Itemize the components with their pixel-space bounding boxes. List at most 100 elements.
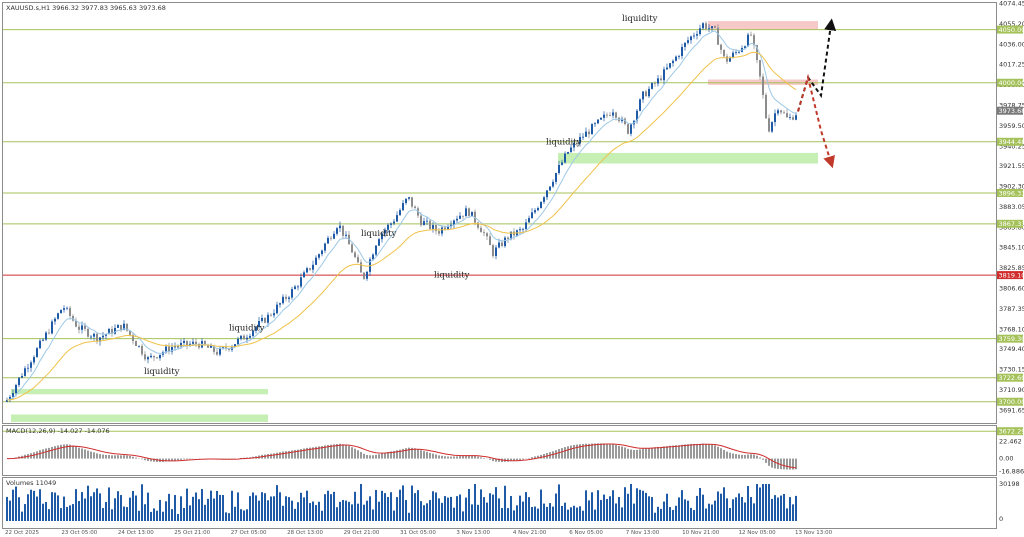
macd-bar (102, 454, 104, 459)
macd-bar (630, 449, 632, 459)
macd-bar (279, 452, 281, 459)
candle-body (27, 367, 29, 369)
macd-bar (582, 443, 584, 459)
candle-body (444, 227, 446, 230)
candle-body (210, 345, 212, 348)
volume-bar (333, 491, 335, 521)
x-date-label: 4 Nov 21:00 (513, 530, 547, 536)
x-date-label: 6 Nov 05:00 (569, 530, 603, 536)
candlesticks[interactable] (6, 21, 797, 403)
volume-bar (378, 501, 380, 521)
candle-body (264, 317, 266, 323)
volume-bar (564, 502, 566, 521)
volume-bar (282, 505, 284, 521)
candle-body (663, 69, 665, 81)
candle-body (174, 346, 176, 348)
candle-body (522, 228, 524, 230)
volume-bar (531, 507, 533, 521)
candle-body (324, 243, 326, 251)
volume-bar (144, 504, 146, 521)
macd-bar (99, 454, 101, 459)
macd-bar (441, 455, 443, 459)
macd-bar (696, 443, 698, 459)
candle-body (504, 237, 506, 247)
candle-body (750, 34, 752, 36)
candle-body (441, 227, 443, 234)
macd-bar (663, 446, 665, 459)
volume-bar (750, 497, 752, 521)
macd-bar (297, 449, 299, 459)
candle-body (753, 35, 755, 46)
macd-bar (177, 458, 179, 461)
volume-bar (762, 484, 764, 521)
volume-bar (753, 503, 755, 521)
macd-bar (363, 453, 365, 459)
volume-bar (483, 497, 485, 521)
x-date-label: 29 Oct 21:00 (344, 530, 380, 536)
macd-bar (531, 457, 533, 459)
macd-bar (585, 443, 587, 459)
candle-body (6, 400, 8, 402)
candle-body (177, 346, 179, 348)
macd-bar (780, 458, 782, 470)
volume-bar (291, 500, 293, 521)
macd-bar (435, 454, 437, 459)
candle-body (702, 23, 704, 29)
macd-bar (42, 449, 44, 459)
candle-body (435, 225, 437, 232)
volume-bar (498, 498, 500, 521)
candle-body (489, 236, 491, 246)
volume-bar (432, 491, 434, 521)
candle-body (75, 320, 77, 327)
candle-body (447, 226, 449, 230)
macd-bar (174, 458, 176, 461)
candle-body (519, 229, 521, 231)
macd-bar (693, 443, 695, 459)
macd-bar (654, 447, 656, 459)
level-badge (997, 25, 1023, 34)
level-badges: 4050.00 4000.00 3944.48 3896.33 3867.33 3819.… (997, 25, 1024, 435)
candle-body (582, 136, 584, 138)
candle-body (402, 202, 404, 211)
macd-bar (729, 452, 731, 459)
candle-body (165, 346, 167, 353)
candle-body (63, 308, 65, 310)
volume-bar (759, 487, 761, 521)
volume-tick-label: 30198 (999, 480, 1020, 488)
volume-bar (117, 491, 119, 521)
volume-bar (264, 493, 266, 521)
volume-bar (657, 506, 659, 521)
candle-body (267, 314, 269, 323)
volume-bar (381, 490, 383, 521)
volume-bar (702, 494, 704, 521)
volume-bar (729, 508, 731, 521)
candle-body (426, 220, 428, 222)
macd-bar (60, 444, 62, 459)
macd-bar (771, 458, 773, 468)
y-tick-label: 3749.40 (999, 345, 1024, 353)
candle-body (282, 296, 284, 304)
macd-bar (168, 458, 170, 462)
macd-signal-line (7, 443, 797, 469)
y-tick-label: 3730.15 (999, 366, 1024, 374)
volume-bar (369, 496, 371, 521)
volume-bar (102, 508, 104, 521)
macd-bar (312, 447, 314, 459)
volume-bar (690, 507, 692, 521)
candle-body (789, 117, 791, 118)
macd-panel: 22.462 0.00 -16.886 (7, 437, 1024, 476)
y-tick-label: 3787.35 (999, 305, 1024, 313)
candle-body (657, 78, 659, 84)
volume-bar (246, 509, 248, 521)
candle-body (12, 393, 14, 397)
candle-body (546, 190, 548, 198)
macd-bar (348, 445, 350, 459)
volume-bar (450, 496, 452, 521)
macd-bar (36, 451, 38, 459)
volume-bar (678, 497, 680, 521)
macd-bar (738, 454, 740, 459)
volume-bar (339, 501, 341, 521)
candle-body (153, 355, 155, 358)
level-badge (997, 397, 1023, 406)
